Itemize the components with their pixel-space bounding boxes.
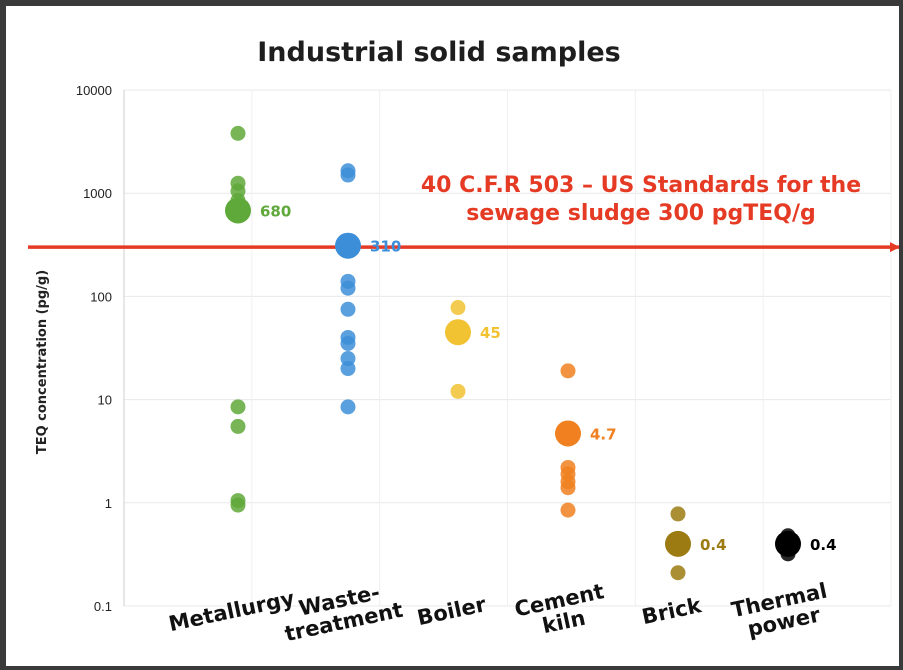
data-point [670, 506, 686, 522]
data-point [450, 300, 466, 316]
median-point [665, 530, 691, 557]
median-label: 310 [370, 238, 401, 256]
median-label: 45 [480, 324, 501, 342]
data-point [230, 497, 246, 513]
x-tick-label: Metallurgy [167, 586, 297, 636]
median-point [775, 530, 801, 557]
median-point [335, 232, 361, 259]
median-point [555, 420, 581, 447]
data-point [340, 280, 356, 296]
x-tick-label-group: Metallurgy [167, 586, 297, 636]
data-point [670, 565, 686, 581]
x-tick-label: Brick [640, 593, 705, 629]
x-tick-label: Boiler [415, 592, 489, 630]
data-point [560, 502, 576, 518]
data-point [340, 335, 356, 351]
data-point [340, 361, 356, 377]
y-tick-labels: 10000 1000 100 10 1 0.1 [76, 83, 112, 614]
x-tick-label-group: Brick [640, 593, 705, 629]
reference-line-annotation: sewage sludge 300 pgTEQ/g [466, 201, 816, 226]
median-label: 0.4 [700, 536, 727, 554]
reference-line-annotation: 40 C.F.R 503 – US Standards for the [421, 173, 861, 198]
y-tick-label: 100 [90, 289, 112, 304]
data-point [340, 399, 356, 415]
data-point [230, 125, 246, 141]
reference-line-group: 40 C.F.R 503 – US Standards for the sewag… [28, 173, 899, 253]
data-point [340, 301, 356, 317]
data-point [450, 383, 466, 399]
chart-title: Industrial solid samples [257, 37, 621, 68]
data-point [230, 418, 246, 434]
y-tick-label: 1000 [83, 186, 112, 201]
data-point [340, 167, 356, 183]
chart-frame: Industrial solid samples TEQ concentrati… [6, 6, 899, 666]
x-tick-label-group: Waste-treatment [283, 580, 405, 646]
data-points: 680 310 45 4.7 0.4 0.4 [225, 125, 837, 581]
y-tick-label: 0.1 [94, 599, 112, 614]
chart-svg: Industrial solid samples TEQ concentrati… [28, 37, 899, 647]
data-point [230, 399, 246, 415]
median-label: 0.4 [810, 536, 837, 554]
median-label: 4.7 [590, 425, 617, 443]
data-point [560, 480, 576, 496]
y-axis-label: TEQ concentration (pg/g) [35, 270, 50, 454]
median-point [445, 319, 471, 346]
y-tick-label: 10 [98, 393, 112, 408]
grid-lines [123, 89, 892, 607]
median-label: 680 [260, 202, 291, 220]
y-tick-label: 10000 [76, 83, 112, 98]
x-tick-label-group: Boiler [415, 592, 489, 630]
y-tick-label: 1 [105, 496, 112, 511]
median-point [225, 197, 251, 224]
x-tick-labels: Metallurgy Waste-treatment Boiler Cementkil… [167, 579, 830, 647]
data-point [560, 363, 576, 379]
